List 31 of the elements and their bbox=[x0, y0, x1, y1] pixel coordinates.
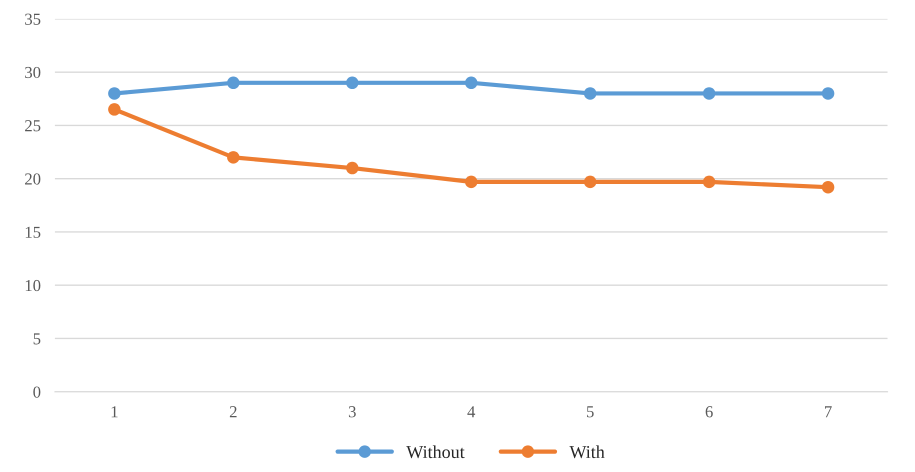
x-tick-label: 1 bbox=[112, 406, 118, 418]
x-tick-label: 3 bbox=[348, 406, 356, 418]
x-tick-label: 7 bbox=[825, 406, 832, 418]
x-tick-label: 2 bbox=[230, 406, 237, 418]
y-tick-label: 10 bbox=[26, 280, 40, 292]
y-tick-label: 20 bbox=[25, 173, 40, 185]
y-tick-label: 35 bbox=[25, 14, 40, 25]
point bbox=[822, 87, 834, 100]
legend-label: Without bbox=[406, 445, 465, 458]
point bbox=[702, 87, 716, 100]
point bbox=[346, 162, 359, 174]
y-tick-label: 25 bbox=[25, 120, 40, 132]
x-tick-label: 6 bbox=[706, 406, 713, 418]
point bbox=[108, 103, 121, 116]
point bbox=[227, 76, 240, 90]
point bbox=[464, 176, 478, 188]
legend-label: With bbox=[569, 445, 605, 458]
x-tick-label: 5 bbox=[586, 406, 594, 418]
point bbox=[464, 76, 478, 90]
point bbox=[702, 176, 716, 188]
x-tick-label: 4 bbox=[467, 406, 476, 418]
point bbox=[822, 180, 834, 194]
y-tick-label: 15 bbox=[26, 226, 40, 238]
point bbox=[346, 76, 359, 90]
point bbox=[584, 176, 596, 188]
point bbox=[584, 87, 596, 100]
y-tick-label: 5 bbox=[34, 333, 40, 344]
point bbox=[227, 151, 240, 164]
point bbox=[108, 87, 121, 100]
y-tick-label: 30 bbox=[25, 66, 40, 78]
y-tick-label: 0 bbox=[33, 386, 40, 398]
